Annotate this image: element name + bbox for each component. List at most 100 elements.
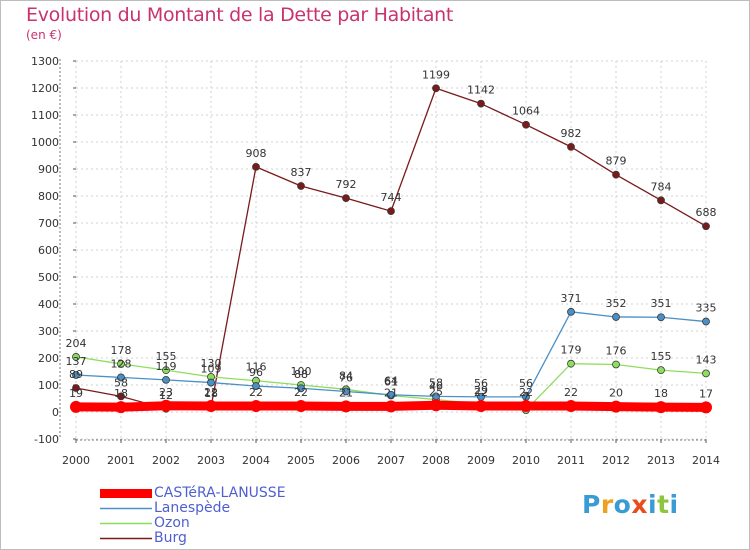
- data-label: 29: [474, 384, 488, 397]
- x-tick-label: 2000: [62, 454, 90, 467]
- data-label: 128: [111, 357, 132, 370]
- data-label: 352: [606, 297, 627, 310]
- x-tick-label: 2004: [242, 454, 270, 467]
- data-point: [520, 400, 532, 413]
- x-tick-label: 2006: [332, 454, 360, 467]
- x-tick-label: 2005: [287, 454, 315, 467]
- data-point: [162, 366, 170, 375]
- data-point: [700, 401, 712, 414]
- data-point: [295, 400, 307, 413]
- legend-label: Ozon: [154, 515, 190, 531]
- data-label: 1142: [467, 84, 495, 97]
- logo-letter: i: [669, 490, 679, 519]
- data-label: 89: [69, 368, 83, 381]
- chart-title: Evolution du Montant de la Dette par Hab…: [26, 4, 454, 26]
- data-label: 1199: [422, 68, 450, 81]
- data-point: [160, 399, 172, 412]
- data-label: 25: [429, 385, 443, 398]
- y-tick-label: 1200: [31, 82, 59, 95]
- data-point: [567, 307, 575, 316]
- logo-letter: t: [657, 490, 670, 519]
- data-label: 879: [606, 155, 627, 168]
- data-label: 18: [114, 387, 128, 400]
- logo-letter: x: [631, 490, 648, 519]
- y-tick-label: 1100: [31, 109, 59, 122]
- data-point: [207, 378, 215, 387]
- data-point: [342, 194, 350, 203]
- data-label: 23: [159, 386, 173, 399]
- data-label: 179: [561, 344, 582, 357]
- data-point: [385, 400, 397, 413]
- data-label: 84: [339, 369, 353, 382]
- data-label: 22: [474, 386, 488, 399]
- y-tick-label: 700: [38, 217, 59, 230]
- data-label: 784: [651, 180, 672, 193]
- data-label: 119: [156, 360, 177, 373]
- data-label: 46: [429, 380, 443, 393]
- legend-item: Lanespède: [100, 501, 286, 516]
- data-label: 21: [339, 386, 353, 399]
- x-tick-label: 2001: [107, 454, 135, 467]
- legend-label: CASTéRA-LANUSSE: [154, 485, 286, 501]
- x-tick-label: 2008: [422, 454, 450, 467]
- legend-item: Ozon: [100, 516, 286, 531]
- data-label: 22: [204, 386, 218, 399]
- series: [70, 84, 712, 415]
- data-label: 109: [201, 363, 222, 376]
- legend-item: CASTéRA-LANUSSE: [100, 486, 286, 501]
- data-point: [655, 401, 667, 414]
- data-point: [162, 375, 170, 384]
- data-label: 143: [696, 353, 717, 366]
- data-point: [565, 400, 577, 413]
- data-label: 155: [156, 350, 177, 363]
- data-point: [702, 369, 710, 378]
- data-label: 130: [201, 357, 222, 370]
- data-point: [657, 313, 665, 322]
- data-point: [612, 313, 620, 321]
- data-point: [387, 207, 395, 216]
- data-label: 744: [381, 191, 402, 204]
- data-label: 155: [651, 350, 672, 363]
- data-label: 22: [519, 386, 533, 399]
- x-tick-label: 2013: [647, 454, 675, 467]
- y-tick-label: 300: [38, 325, 59, 338]
- data-label: 982: [561, 127, 582, 140]
- x-tick-label: 2009: [467, 454, 495, 467]
- data-label: 100: [291, 365, 312, 378]
- legend-swatch: [100, 537, 152, 540]
- y-tick-label: 400: [38, 298, 59, 311]
- data-point: [522, 120, 530, 129]
- data-label: 19: [69, 387, 83, 400]
- legend: CASTéRA-LANUSSE Lanespède Ozon Burg: [100, 486, 286, 546]
- data-label: 76: [339, 371, 353, 384]
- data-label: 908: [246, 147, 267, 160]
- data-point: [387, 390, 395, 399]
- data-point: [340, 400, 352, 413]
- data-point: [612, 360, 620, 369]
- y-tick-label: 900: [38, 163, 59, 176]
- data-label: 22: [294, 386, 308, 399]
- data-point: [252, 382, 260, 390]
- data-point: [657, 196, 665, 205]
- data-point: [475, 400, 487, 413]
- y-tick-label: 500: [38, 271, 59, 284]
- data-label: 21: [384, 386, 398, 399]
- data-label: 88: [294, 368, 308, 381]
- data-label: 22: [564, 386, 578, 399]
- legend-label: Burg: [154, 530, 187, 546]
- y-tick-label: 800: [38, 190, 59, 203]
- data-label: 17: [699, 387, 713, 400]
- data-label: 837: [291, 166, 312, 179]
- x-tick-label: 2010: [512, 454, 540, 467]
- y-tick-label: 600: [38, 244, 59, 257]
- data-point: [612, 170, 620, 179]
- y-tick-label: 0: [52, 406, 59, 419]
- data-point: [477, 99, 485, 108]
- legend-swatch: [100, 522, 152, 525]
- data-label: 12: [159, 389, 173, 402]
- data-label: 18: [204, 387, 218, 400]
- y-tick-label: 100: [38, 379, 59, 392]
